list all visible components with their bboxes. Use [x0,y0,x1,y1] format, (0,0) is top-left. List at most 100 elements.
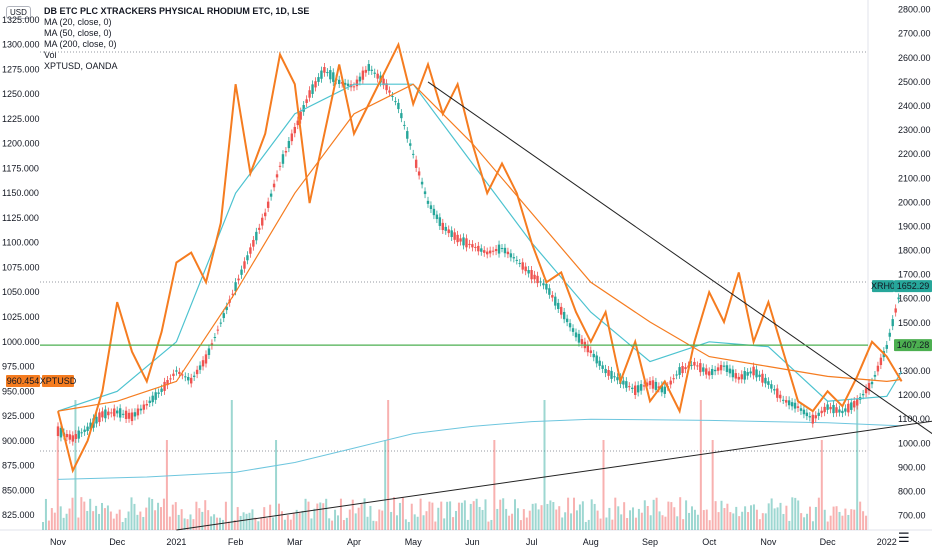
volume-bar [257,521,260,530]
volume-bar [101,502,103,530]
volume-bar [195,501,198,530]
right-tick-label: 2100.00 [898,173,931,183]
candle-body [894,308,897,313]
candle-body [213,336,217,338]
candle-body [139,408,143,411]
candle-body [669,380,672,385]
volume-bar [56,440,59,530]
volume-bar [832,506,835,530]
candle-body [731,369,735,378]
candle-body [628,386,631,388]
volume-bar [552,501,555,530]
volume-bar [177,514,180,530]
volume-bar [484,499,487,530]
candle-body [83,429,86,432]
right-tick-label: 1700.00 [898,270,931,280]
candle-body [269,193,273,197]
volume-bar [331,520,334,530]
volume-bar [390,511,393,530]
candle-body [296,120,299,126]
candle-body [264,212,267,217]
volume-bar [785,505,788,530]
volume-bar [469,503,472,530]
candle-body [716,367,720,371]
volume-bar [189,514,192,530]
volume-bar [490,519,493,530]
trendline[interactable] [427,81,932,443]
candle-body [252,239,255,247]
x-tick-label: May [405,537,423,547]
volume-bar [44,498,47,530]
candle-body [420,181,424,185]
volume-bar [546,503,549,530]
candle-body [130,412,134,422]
volume-bar [581,501,584,530]
volume-bar [239,515,242,530]
candle-body [412,153,415,155]
candle-body [361,70,365,80]
candle-body [74,434,77,440]
chart-legend: DB ETC PLC XTRACKERS PHYSICAL RHODIUM ET… [44,6,309,72]
candle-body [169,378,172,380]
volume-bar [224,501,227,530]
candle-body [512,257,516,259]
left-tick-label: 875.000 [2,461,35,471]
volume-bar [770,498,773,530]
volume-bar [593,503,596,530]
volume-bar [637,508,640,530]
volume-bar [602,440,605,530]
volume-bar [773,508,776,530]
volume-bar [269,504,272,530]
candle-body [110,412,113,414]
right-tick-label: 1900.00 [898,221,931,231]
volume-bar [570,513,573,530]
volume-bar [691,506,693,530]
volume-bar [236,507,239,530]
price-marker-label: XPTUSD [40,376,77,386]
right-tick-label: 2800.00 [898,5,931,15]
candle-body [121,413,125,415]
volume-bar [351,499,354,530]
volume-bar [396,515,398,530]
candle-body [278,165,282,167]
candle-body [861,393,865,396]
volume-bar [555,509,558,530]
candle-body [897,297,900,300]
candle-body [314,81,317,88]
volume-bar [221,519,224,530]
left-tick-label: 1250.000 [2,89,40,99]
volume-bar [168,516,171,530]
candle-body [879,357,883,366]
candle-body [773,389,776,391]
volume-bar [567,497,570,530]
candle-body [77,430,80,439]
candle-body [660,385,664,393]
volume-bar [587,519,590,530]
candle-body [65,433,69,438]
volume-bar [387,400,390,530]
volume-bar [77,517,80,530]
left-tick-label: 850.000 [2,485,35,495]
candle-body [557,302,560,310]
volume-bar [280,511,283,530]
candle-body [184,376,187,378]
volume-bar [207,510,210,530]
trendline[interactable] [176,419,932,531]
volume-bar [115,513,118,530]
volume-bar [80,497,83,530]
tradingview-logo-icon: ☰ [898,530,910,545]
currency-badge[interactable]: USD [6,6,31,19]
candle-body [568,323,572,328]
volume-bar [862,511,865,530]
volume-bar [705,509,708,530]
candle-body [589,350,592,354]
left-tick-label: 1150.000 [2,188,39,198]
candle-body [639,384,643,391]
candle-body [136,408,140,416]
candle-body [598,360,601,366]
volume-bar [667,501,670,530]
volume-bar [682,519,685,530]
volume-bar [142,516,145,530]
volume-bar [95,505,98,530]
